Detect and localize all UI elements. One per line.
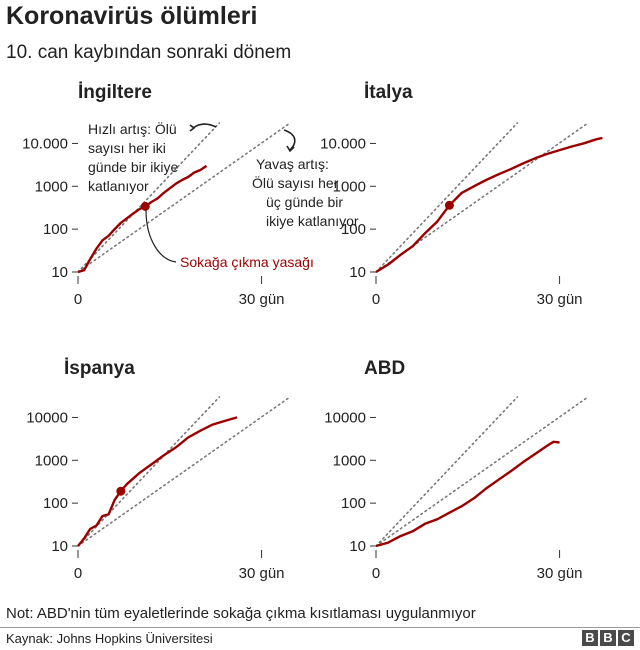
y-tick-label: 10 [51, 538, 68, 555]
doubling-3-days-line [375, 122, 589, 273]
slow-annotation-line-4: ikiye katlanıyor [266, 213, 359, 229]
deaths-series-line [77, 416, 238, 547]
y-tick-label: 10 [349, 264, 366, 281]
bbc-logo-letter: C [618, 630, 634, 646]
doubling-2-days-line [77, 396, 221, 547]
x-tick-label: 0 [372, 565, 380, 582]
doubling-3-days-line [77, 122, 291, 273]
deaths-series-line [375, 440, 560, 548]
x-tick-label: 30 gün [537, 291, 583, 308]
panel-3: ABD 10 100 1000 10000 0 30 gün [324, 358, 589, 582]
lockdown-marker [116, 486, 126, 496]
fast-annotation: Hızlı artış: Ölü sayısı her iki günde bi… [88, 120, 217, 194]
doubling-3-days-line [77, 396, 291, 547]
bbc-logo-letter: B [600, 630, 616, 646]
y-tick-label: 10 [51, 264, 68, 281]
doubling-2-days-line [77, 122, 221, 273]
slow-arrow-icon [283, 129, 296, 151]
y-tick-label: 100 [341, 221, 366, 238]
fast-annotation-line-2: sayısı her iki [88, 140, 166, 156]
fast-annotation-line-3: günde bir ikiye [88, 159, 178, 175]
doubling-2-days-line [375, 122, 519, 273]
y-tick-label: 10000 [26, 409, 68, 426]
panel-title: ABD [364, 358, 405, 379]
y-tick-label: 1000 [35, 452, 68, 469]
y-tick-label: 1000 [333, 178, 366, 195]
bbc-logo: B B C [582, 630, 634, 646]
y-tick-label: 10.000 [22, 135, 68, 152]
fast-annotation-line-1: Hızlı artış: Ölü [88, 120, 177, 137]
doubling-3-days-line [375, 396, 589, 547]
panel-0: İngiltere 10 100 1000 10.000 0 30 gün [22, 82, 291, 308]
y-tick-label: 10.000 [320, 135, 366, 152]
chart-subtitle: 10. can kaybından sonraki dönem [6, 42, 292, 63]
lockdown-annotation: Sokağa çıkma yasağı [145, 209, 314, 270]
x-tick-label: 0 [74, 565, 82, 582]
slow-annotation-line-2: Ölü sayısı her [252, 174, 339, 191]
slow-annotation-line-3: üç günde bir [266, 194, 343, 210]
lockdown-marker [444, 200, 454, 210]
y-tick-label: 100 [43, 221, 68, 238]
footnote: Not: ABD'nin tüm eyaletlerinde sokağa çı… [6, 605, 476, 622]
x-tick-label: 0 [74, 291, 82, 308]
y-tick-label: 100 [43, 495, 68, 512]
panel-title: İngiltere [78, 82, 152, 103]
lockdown-label: Sokağa çıkma yasağı [180, 254, 314, 270]
bbc-logo-letter: B [582, 630, 598, 646]
slow-annotation: Yavaş artış: Ölü sayısı her üç günde bir… [252, 129, 359, 229]
panel-title: İspanya [64, 358, 135, 379]
footer-divider [0, 627, 640, 628]
panel-1: İtalya 10 100 1000 10.000 0 30 gün [320, 82, 603, 308]
fast-annotation-line-4: katlanıyor [88, 178, 149, 194]
panel-2: İspanya 10 100 1000 10000 0 30 gün [26, 358, 291, 582]
y-tick-label: 1000 [333, 452, 366, 469]
panel-title: İtalya [364, 82, 413, 103]
source-line: Kaynak: Johns Hopkins Üniversitesi [6, 631, 213, 646]
y-tick-label: 100 [341, 495, 366, 512]
slow-annotation-line-1: Yavaş artış: [256, 156, 329, 172]
x-tick-label: 30 gün [537, 565, 583, 582]
x-tick-label: 30 gün [239, 291, 285, 308]
fast-arrow-icon [192, 123, 217, 129]
doubling-2-days-line [375, 396, 519, 547]
chart-title: Koronavirüs ölümleri [6, 2, 258, 30]
y-tick-label: 1000 [35, 178, 68, 195]
x-tick-label: 0 [372, 291, 380, 308]
y-tick-label: 10 [349, 538, 366, 555]
deaths-series-line [375, 136, 603, 274]
lockdown-pointer [145, 209, 177, 263]
y-tick-label: 10000 [324, 409, 366, 426]
fast-arrowhead-icon [189, 124, 196, 132]
lockdown-marker [140, 201, 150, 211]
x-tick-label: 30 gün [239, 565, 285, 582]
slow-arrowhead-icon [286, 145, 295, 153]
